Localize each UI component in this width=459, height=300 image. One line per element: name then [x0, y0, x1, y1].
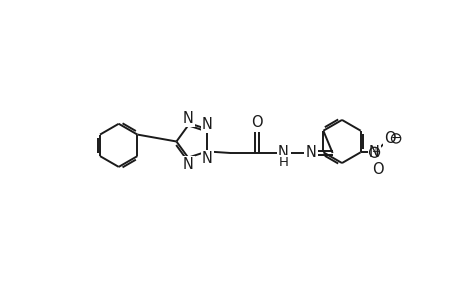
Text: −: −: [390, 132, 401, 145]
Text: N: N: [201, 151, 212, 166]
Text: N: N: [201, 117, 212, 132]
Text: O: O: [383, 131, 395, 146]
Text: O: O: [251, 116, 263, 130]
Text: N: N: [368, 145, 379, 160]
Text: N: N: [277, 146, 288, 160]
Text: +: +: [370, 147, 378, 157]
Text: O: O: [371, 162, 383, 177]
Text: N: N: [182, 157, 193, 172]
Text: H: H: [278, 157, 288, 169]
Text: N: N: [182, 111, 193, 126]
Text: N: N: [305, 146, 316, 160]
